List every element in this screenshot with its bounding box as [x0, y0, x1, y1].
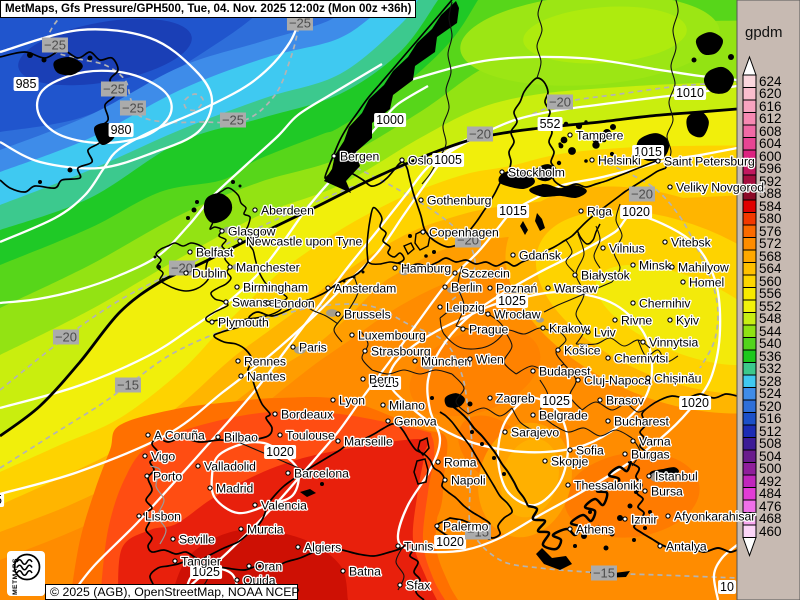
svg-text:METMAPS: METMAPS [12, 558, 19, 595]
